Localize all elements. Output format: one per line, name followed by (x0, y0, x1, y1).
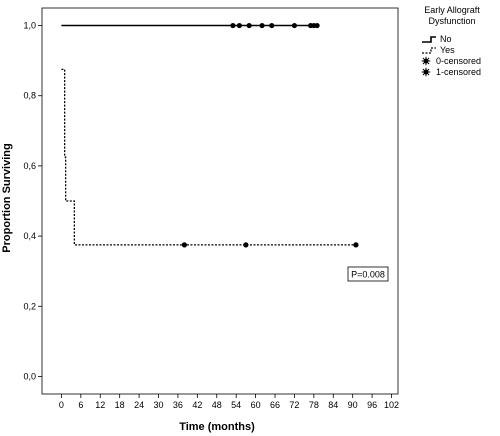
y-tick-label: 0,0 (23, 371, 36, 381)
legend-swatch-yes (422, 47, 436, 54)
x-tick-label: 72 (289, 400, 299, 410)
legend-1-censored-marker (423, 69, 429, 75)
legend-0-censored-label: 0-censored (436, 56, 481, 66)
x-tick-label: 24 (134, 400, 144, 410)
y-tick-label: 1,0 (23, 21, 36, 31)
legend-0-censored-spoke (422, 62, 425, 65)
legend-label-no: No (440, 34, 452, 44)
x-tick-label: 18 (115, 400, 125, 410)
censor-marker-no (314, 22, 320, 29)
x-tick-label: 96 (367, 400, 377, 410)
series-line-yes (61, 68, 356, 246)
legend: Early Allograft Dysfunction NoYes0-censo… (421, 5, 481, 77)
legend-title-line-1: Early Allograft (424, 5, 480, 15)
x-tick-label: 36 (173, 400, 183, 410)
censor-marker-yes (353, 242, 359, 248)
x-tick-label: 84 (328, 400, 338, 410)
x-tick-label: 66 (270, 400, 280, 410)
censor-marker-yes (181, 242, 187, 248)
x-tick-label: 42 (192, 400, 202, 410)
x-tick-label: 6 (78, 400, 83, 410)
legend-1-censored-label: 1-censored (436, 67, 481, 77)
censor-marker-no (259, 22, 265, 29)
legend-0-censored-marker (423, 58, 429, 64)
legend-1-censored-spoke (427, 73, 430, 76)
y-tick-label: 0,6 (23, 161, 36, 171)
censor-marker-no (230, 22, 236, 29)
legend-0-censored-spoke (427, 62, 430, 65)
y-tick-label: 0,2 (23, 301, 36, 311)
x-tick-label: 0 (59, 400, 64, 410)
plot-frame (41, 7, 399, 395)
y-axis-title: Proportion Surviving (1, 143, 13, 252)
legend-swatch-no (422, 36, 436, 43)
censor-marker-no (269, 22, 275, 29)
x-tick-label: 54 (231, 400, 241, 410)
legend-1-censored-spoke (422, 68, 425, 71)
legend-label-yes: Yes (440, 45, 455, 55)
legend-1-censored-spoke (422, 73, 425, 76)
legend-title-line-2: Dysfunction (428, 16, 475, 26)
legend-1-censored-spoke (427, 68, 430, 71)
censor-marker-no (291, 22, 298, 29)
p-value-annotation: P=0.008 (347, 266, 389, 282)
x-axis-title: Time (months) (179, 421, 255, 433)
legend-0-censored-spoke (427, 57, 430, 60)
x-tick-label: 102 (384, 400, 399, 410)
y-tick-label: 0,8 (23, 91, 36, 101)
p-value-label: P=0.008 (351, 270, 385, 280)
x-tick-label: 48 (212, 400, 222, 410)
y-tick-label: 0,4 (23, 231, 36, 241)
legend-0-censored-spoke (422, 57, 425, 60)
p-value-box (347, 266, 389, 282)
censor-marker-no (236, 22, 243, 29)
censor-marker-no (246, 22, 252, 29)
x-tick-label: 60 (251, 400, 261, 410)
x-tick-label: 78 (309, 400, 319, 410)
x-tick-label: 30 (154, 400, 164, 410)
censor-marker-yes (243, 242, 249, 248)
x-tick-label: 90 (348, 400, 358, 410)
x-tick-label: 12 (95, 400, 105, 410)
